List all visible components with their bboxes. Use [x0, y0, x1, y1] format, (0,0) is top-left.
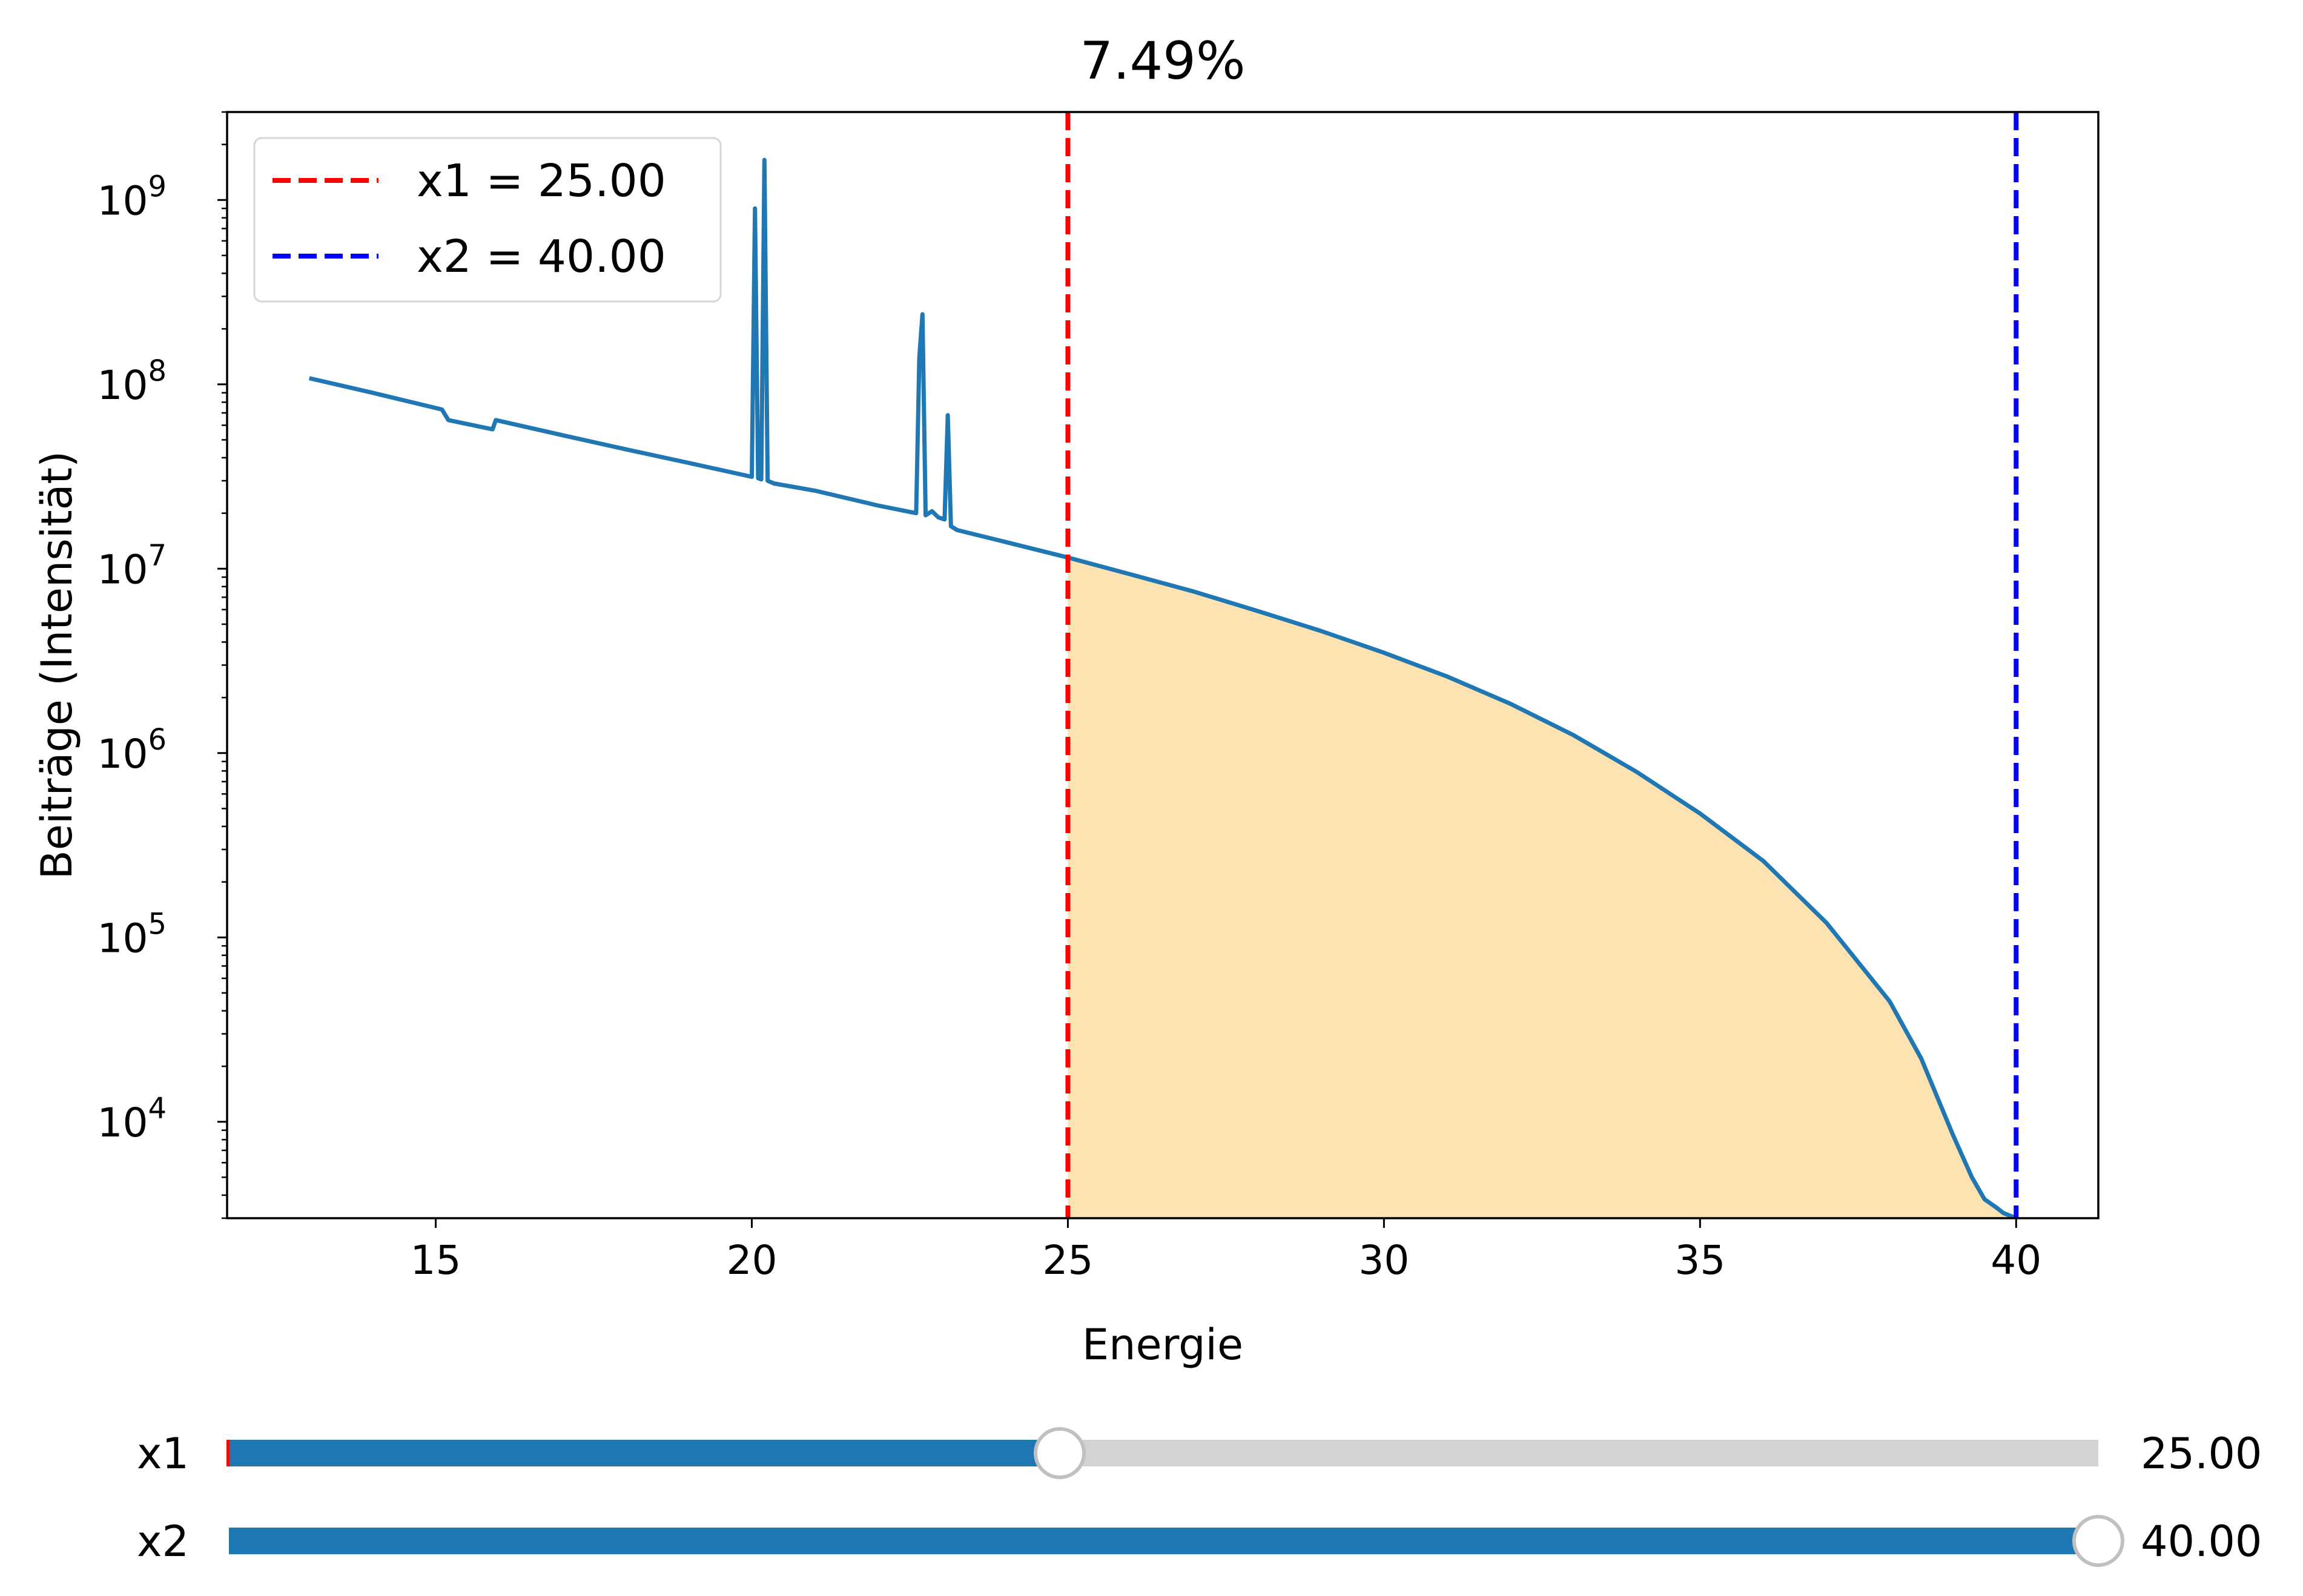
legend-box: [253, 137, 722, 303]
y-tick-label: 108: [97, 354, 167, 409]
y-tick-label: 106: [97, 723, 167, 777]
slider-label-x2: x2: [137, 1517, 189, 1566]
series-line-layer: [308, 157, 2015, 1219]
x-tick-label: 20: [726, 1237, 777, 1284]
slider-value-x1: 25.00: [2141, 1429, 2262, 1479]
legend: x1 = 25.00 x2 = 40.00: [253, 137, 722, 303]
slider-handle-x2[interactable]: [2072, 1515, 2124, 1567]
x-tick-label: 30: [1358, 1237, 1409, 1284]
shaded-region: [1068, 557, 2014, 1218]
x-tick-label: 40: [1991, 1237, 2041, 1284]
slider-label-x1: x1: [137, 1429, 189, 1479]
slider-panel: x1 25.00 x2 40.00: [137, 1427, 2262, 1567]
y-tick-label: 104: [97, 1092, 167, 1146]
x-tick-label: 35: [1674, 1237, 1725, 1284]
legend-label-x1: x1 = 25.00: [417, 155, 666, 207]
slider-x1[interactable]: x1 25.00: [137, 1427, 2262, 1479]
marker-lines-layer: [1065, 112, 2019, 1218]
series-line: [308, 157, 2015, 1219]
slider-fill-x1: [229, 1440, 1060, 1466]
shaded-area-layer: [1068, 557, 2014, 1218]
y-tick-label: 105: [97, 907, 167, 961]
x-tick-label: 25: [1042, 1237, 1093, 1284]
slider-handle-x1[interactable]: [1034, 1427, 1086, 1479]
chart-title: 7.49%: [1080, 31, 1245, 91]
y-axis-label: Beiträge (Intensität): [32, 451, 82, 880]
x-axis-label: Energie: [1082, 1320, 1243, 1370]
y-tick-label: 109: [97, 170, 167, 224]
x-tick-label: 15: [411, 1237, 461, 1284]
legend-label-x2: x2 = 40.00: [417, 231, 666, 283]
axes-layer: 15 20 25 30 35 40 104 105 106 107 108 109: [97, 111, 2100, 1284]
slider-fill-x2: [229, 1528, 2098, 1554]
slider-value-x2: 40.00: [2141, 1517, 2262, 1566]
slider-min-marker: [226, 1440, 230, 1466]
slider-x2[interactable]: x2 40.00: [137, 1515, 2262, 1567]
y-tick-label: 107: [97, 538, 167, 593]
